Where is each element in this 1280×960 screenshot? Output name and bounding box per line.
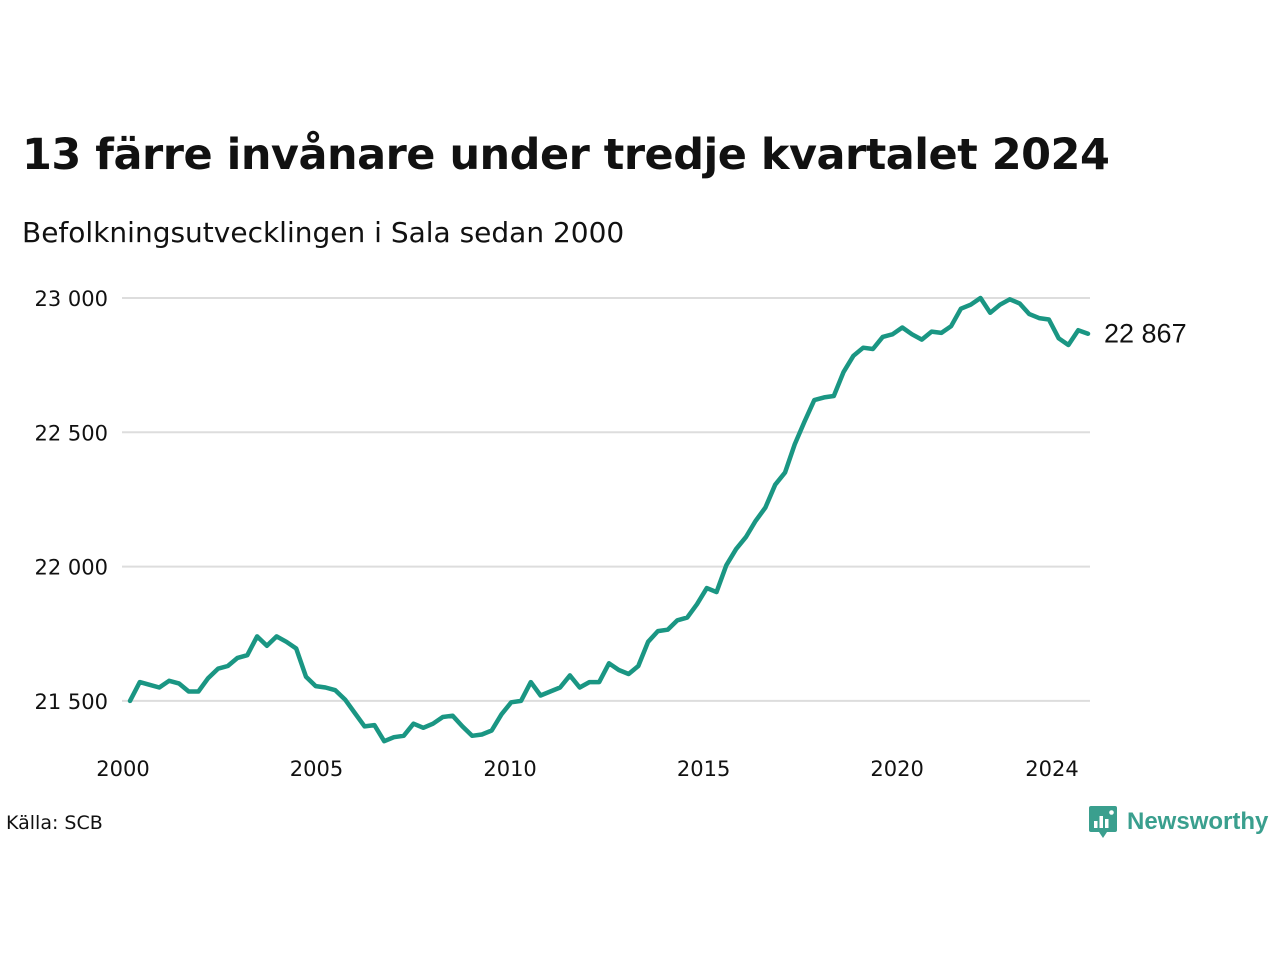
y-axis-ticks: 21 500 22 000 22 500 23 000 xyxy=(35,287,108,714)
chart-title: 13 färre invånare under tredje kvartalet… xyxy=(22,130,1110,180)
brand-logo[interactable]: Newsworthy xyxy=(1088,804,1268,840)
newsworthy-logo-icon xyxy=(1089,806,1117,838)
x-tick-label: 2024 xyxy=(1025,757,1078,781)
x-tick-label: 2010 xyxy=(483,757,536,781)
x-tick-label: 2020 xyxy=(870,757,923,781)
source-note: Källa: SCB xyxy=(6,812,103,834)
gridlines xyxy=(122,297,1090,702)
y-tick-label: 23 000 xyxy=(35,287,108,311)
y-tick-label: 22 500 xyxy=(35,421,108,445)
brand-name: Newsworthy xyxy=(1127,808,1269,835)
y-tick-label: 22 000 xyxy=(35,556,108,580)
y-tick-label: 21 500 xyxy=(35,690,108,714)
x-tick-label: 2005 xyxy=(290,757,343,781)
x-tick-label: 2015 xyxy=(677,757,730,781)
chart-subtitle: Befolkningsutvecklingen i Sala sedan 200… xyxy=(22,216,625,249)
end-value-label: 22 867 xyxy=(1104,319,1187,349)
population-line xyxy=(127,295,1091,744)
x-axis-ticks: 2000 2005 2010 2015 2020 2024 xyxy=(96,757,1078,781)
x-tick-label: 2000 xyxy=(96,757,149,781)
